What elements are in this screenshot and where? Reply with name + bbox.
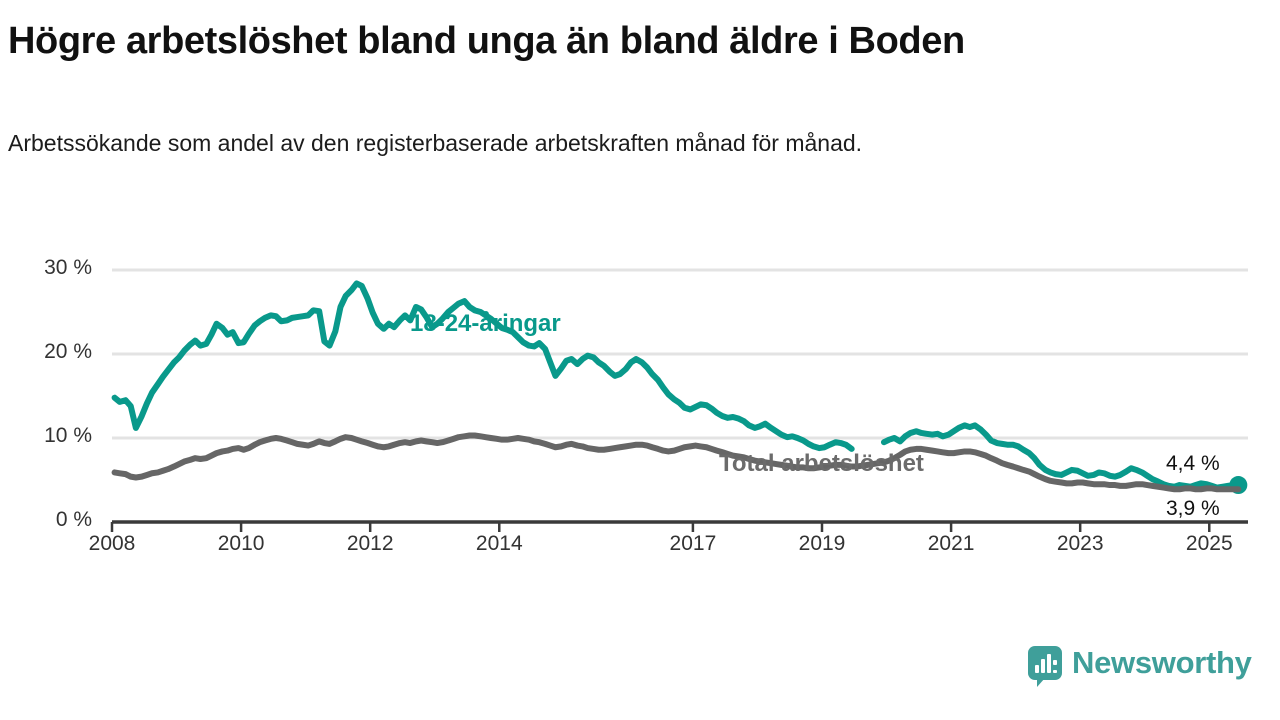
x-axis-tick-2012: 2012 — [346, 532, 394, 555]
brand-name: Newsworthy — [1072, 645, 1252, 680]
page-subtitle: Arbetssökande som andel av den registerb… — [8, 130, 863, 156]
end-value-total: 3,9 % — [1166, 497, 1220, 520]
line-chart — [110, 268, 1248, 532]
page-title: Högre arbetslöshet bland unga än bland ä… — [8, 20, 965, 62]
x-axis-tick-2017: 2017 — [669, 532, 717, 555]
x-axis-tick-2019: 2019 — [798, 532, 846, 555]
x-axis-tick-2014: 2014 — [475, 532, 523, 555]
bar-chart-speech-bubble-icon — [1028, 646, 1062, 687]
newsworthy-logo: Newsworthy — [1028, 645, 1252, 687]
y-axis-tick-0: 0 % — [55, 508, 92, 531]
y-axis-tick-20: 20 % — [44, 340, 92, 363]
y-axis-tick-30: 30 % — [44, 256, 92, 279]
y-axis-tick-10: 10 % — [44, 424, 92, 447]
x-axis-tick-2021: 2021 — [927, 532, 975, 555]
chart-plot-area — [0, 236, 1280, 566]
series-label-youth: 18-24-åringar — [410, 310, 561, 337]
x-axis-tick-2023: 2023 — [1056, 532, 1104, 555]
x-axis-tick-2008: 2008 — [88, 532, 136, 555]
end-value-youth: 4,4 % — [1166, 452, 1220, 475]
x-axis-tick-2010: 2010 — [217, 532, 265, 555]
x-axis-tick-2025: 2025 — [1185, 532, 1233, 555]
series-label-total: Total arbetslöshet — [719, 450, 924, 477]
